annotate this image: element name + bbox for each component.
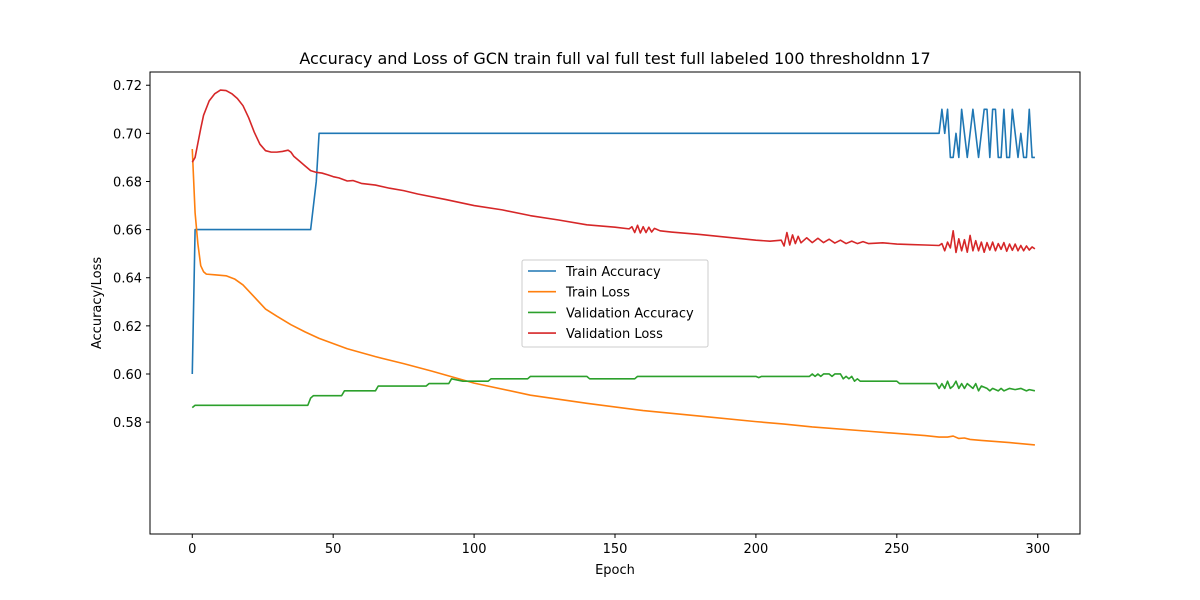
legend-label: Validation Accuracy [566, 306, 694, 321]
x-tick-label: 300 [1025, 542, 1050, 557]
y-tick-label: 0.70 [113, 127, 142, 142]
x-tick-label: 0 [188, 542, 196, 557]
series-layer [191, 89, 1036, 446]
y-tick-label: 0.58 [113, 416, 142, 431]
plot-frame [149, 71, 1081, 535]
legend-box [521, 259, 709, 348]
series-line-2 [191, 148, 1035, 446]
x-tick-label: 250 [884, 542, 909, 557]
y-tick-label: 0.68 [113, 175, 142, 190]
y-tick-label: 0.60 [113, 368, 142, 383]
y-tick-label: 0.72 [113, 79, 142, 94]
ticks-layer: 0 50 100 150 200 250 300 0.58 0.60 0.62 0.64 0.66 0.… [113, 79, 1050, 557]
x-tick-label: 150 [603, 542, 628, 557]
legend-label: Train Accuracy [565, 265, 661, 280]
y-tick-label: 0.62 [113, 320, 142, 335]
series-line-3 [191, 373, 1036, 409]
x-axis-title: Epoch [595, 563, 635, 578]
y-tick-label: 0.64 [113, 272, 142, 287]
legend: Train Accuracy Train Loss Validation Accur… [521, 259, 709, 348]
series-line-4 [191, 89, 1036, 254]
legend-label: Validation Loss [566, 327, 663, 342]
series-line-1 [191, 108, 1035, 374]
y-tick-label: 0.66 [113, 224, 142, 239]
x-tick-label: 200 [743, 542, 768, 557]
chart-title: Accuracy and Loss of GCN train full val … [299, 49, 930, 68]
x-tick-label: 50 [325, 542, 342, 557]
y-axis-title: Accuracy/Loss [90, 257, 105, 349]
legend-label: Train Loss [565, 286, 630, 301]
x-tick-label: 100 [462, 542, 487, 557]
